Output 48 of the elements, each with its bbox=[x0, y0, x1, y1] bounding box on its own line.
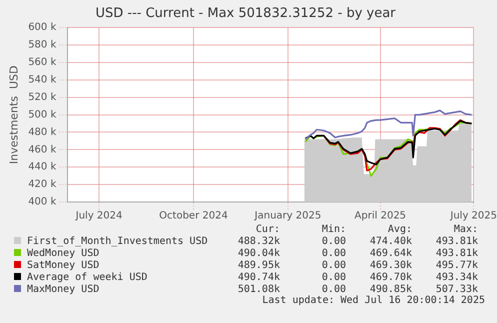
text: 0.00 bbox=[320, 272, 346, 284]
y-tick-label: 580 k bbox=[28, 40, 56, 51]
y-tick-label: 420 k bbox=[28, 179, 56, 190]
chart-title: USD --- Current - Max 501832.31252 - by year bbox=[95, 6, 396, 22]
y-tick-label: 560 k bbox=[28, 57, 56, 68]
text: Min: bbox=[320, 224, 346, 236]
text: 469.30k bbox=[368, 260, 412, 272]
text: 490.85k bbox=[368, 284, 412, 295]
y-tick-label: 440 k bbox=[28, 162, 56, 173]
text: Cur: bbox=[254, 224, 280, 236]
legend-label: Average of weeki USD bbox=[26, 272, 148, 284]
legend-label: WedMoney USD bbox=[26, 248, 100, 260]
text: 507.33k bbox=[434, 284, 478, 296]
y-axis-title: Investments USD bbox=[7, 66, 20, 164]
x-tick-label: April 2025 bbox=[354, 210, 406, 222]
text: 493.81k bbox=[434, 236, 478, 248]
text: 493.81k bbox=[434, 248, 478, 260]
text: 0.00 bbox=[320, 260, 346, 272]
legend-label: MaxMoney USD bbox=[26, 284, 100, 296]
y-tick-label: 480 k bbox=[28, 126, 56, 138]
text: 474.40k bbox=[368, 236, 412, 248]
y-tick-label: 600 k bbox=[28, 22, 56, 34]
text: 0.00 bbox=[320, 236, 346, 248]
x-tick-label: July 2025 bbox=[449, 210, 497, 222]
text: Max: bbox=[452, 224, 478, 236]
y-tick-label: 500 k bbox=[28, 109, 56, 120]
text: 501.08k bbox=[236, 284, 280, 296]
text: 490.04k bbox=[236, 248, 280, 260]
x-tick-label: October 2024 bbox=[159, 210, 228, 222]
text: Avg: bbox=[386, 224, 412, 236]
y-tick-label: 460 k bbox=[28, 144, 56, 156]
y-tick-label: 520 k bbox=[28, 92, 56, 103]
text: 489.95k bbox=[236, 260, 280, 272]
text: 493.34k bbox=[434, 272, 478, 284]
y-tick-label: 540 k bbox=[28, 74, 56, 86]
x-tick-label: January 2025 bbox=[254, 210, 322, 222]
text: 0.00 bbox=[320, 284, 346, 295]
legend-label: First_of_Month_Investments USD bbox=[26, 236, 209, 248]
text: 469.64k bbox=[368, 248, 412, 260]
text: 488.32k bbox=[236, 236, 280, 248]
legend-label: SatMoney USD bbox=[26, 260, 100, 272]
text: 469.70k bbox=[368, 272, 412, 284]
text: 0.00 bbox=[320, 248, 346, 260]
y-tick-label: 400 k bbox=[28, 196, 56, 208]
text: Last update: Wed Jul 16 20:00:14 2025 bbox=[262, 295, 485, 306]
text: 495.77k bbox=[434, 260, 478, 272]
text: 490.74k bbox=[236, 272, 280, 284]
x-tick-label: July 2024 bbox=[74, 210, 122, 222]
